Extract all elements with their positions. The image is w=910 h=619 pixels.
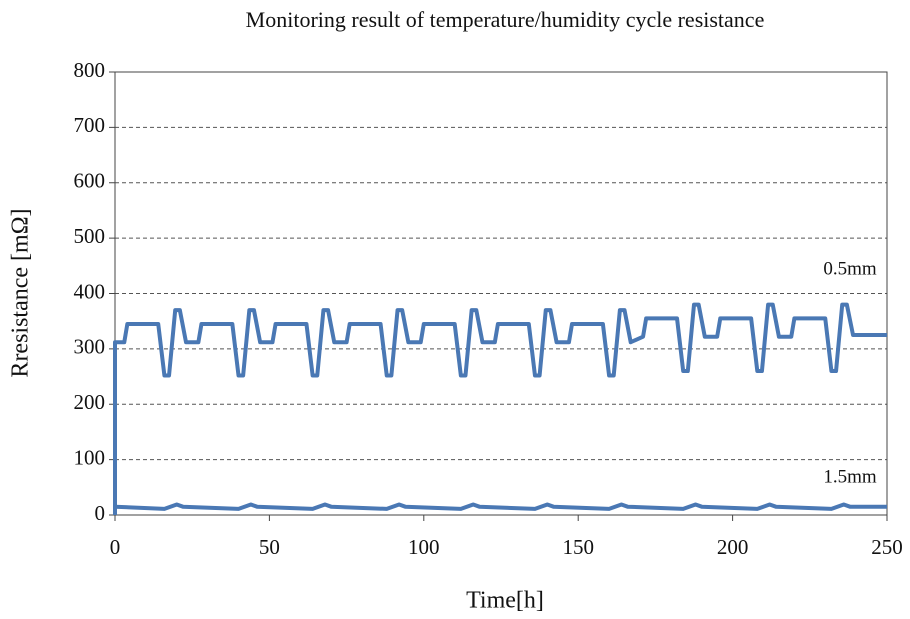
series-label: 1.5mm	[823, 466, 877, 487]
y-tick-label: 400	[74, 279, 106, 303]
x-tick-label: 150	[562, 535, 594, 559]
y-tick-label: 600	[74, 169, 106, 193]
x-tick-label: 250	[871, 535, 903, 559]
series-line	[113, 302, 887, 515]
y-tick-label: 800	[74, 58, 106, 82]
y-axis-label: Rresistance [mΩ]	[8, 208, 34, 377]
y-tick-label: 0	[95, 501, 106, 525]
series-line	[114, 502, 887, 511]
y-tick-label: 300	[74, 335, 106, 359]
y-tick-label: 700	[74, 113, 106, 137]
chart-title: Monitoring result of temperature/humidit…	[246, 7, 765, 32]
x-tick-label: 50	[259, 535, 280, 559]
y-tick-label: 500	[74, 224, 106, 248]
x-tick-label: 0	[110, 535, 121, 559]
y-tick-label: 100	[74, 445, 106, 469]
x-tick-label: 100	[408, 535, 440, 559]
plot-frame	[114, 71, 888, 516]
y-tick-label: 200	[74, 390, 106, 414]
x-axis-label: Time[h]	[466, 588, 544, 614]
x-tick-label: 200	[717, 535, 749, 559]
series-label: 0.5mm	[823, 258, 877, 279]
